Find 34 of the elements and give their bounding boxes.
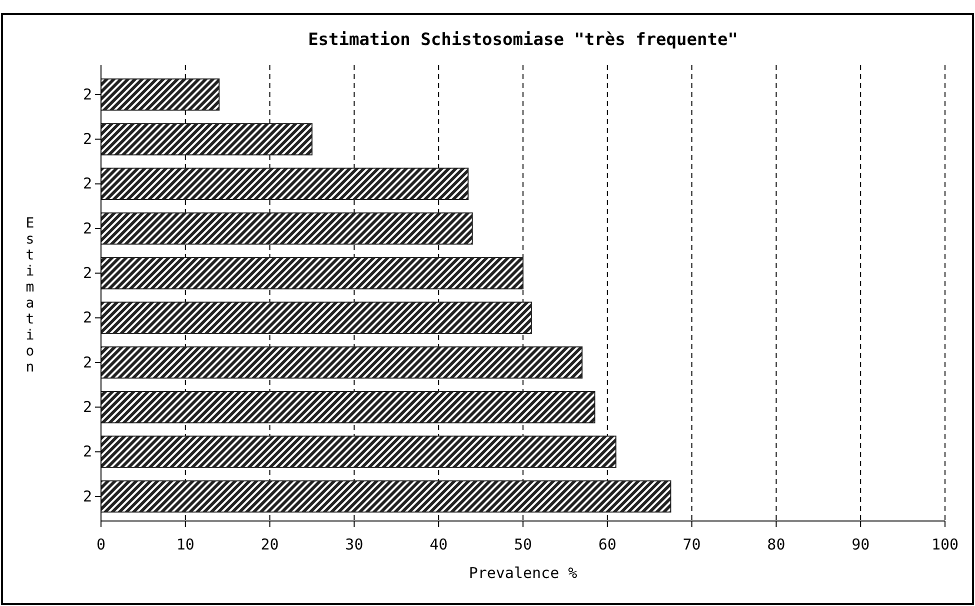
bar <box>100 346 583 379</box>
x-tick-label: 90 <box>852 536 870 554</box>
bar <box>100 302 532 334</box>
y-tick-label: 2 <box>82 264 92 282</box>
x-tick-label: 20 <box>260 536 279 554</box>
y-tick-label: 2 <box>82 308 92 327</box>
chart-title: Estimation Schistosomiase "très frequente" <box>308 30 738 50</box>
x-tick-label: 70 <box>682 536 701 554</box>
x-tick-label: 10 <box>176 536 194 554</box>
y-tick-label: 2 <box>82 130 92 148</box>
y-tick-label: 2 <box>82 442 92 461</box>
y-tick-label: 2 <box>82 174 92 193</box>
y-tick-label: 2 <box>82 353 92 372</box>
x-tick-label: 0 <box>96 536 106 554</box>
y-tick-label: 2 <box>82 85 92 104</box>
x-tick-label: 60 <box>598 536 616 554</box>
x-tick-label: 50 <box>514 536 532 554</box>
bar <box>100 436 616 468</box>
x-tick-label: 40 <box>430 536 448 554</box>
bar <box>100 123 312 156</box>
y-tick-label: 2 <box>82 487 92 506</box>
bar <box>100 391 596 424</box>
x-axis-title: Prevalence % <box>468 564 578 582</box>
bar <box>100 78 220 111</box>
bar <box>100 257 524 290</box>
bar <box>100 168 469 200</box>
y-tick-label: 2 <box>82 219 92 238</box>
bar <box>100 480 672 513</box>
x-tick-label: 80 <box>767 536 786 554</box>
y-axis-title: Estimation <box>22 216 38 376</box>
x-tick-label: 100 <box>931 536 959 554</box>
bar <box>100 212 473 245</box>
y-tick-label: 2 <box>82 398 92 416</box>
x-tick-label: 30 <box>345 536 364 554</box>
